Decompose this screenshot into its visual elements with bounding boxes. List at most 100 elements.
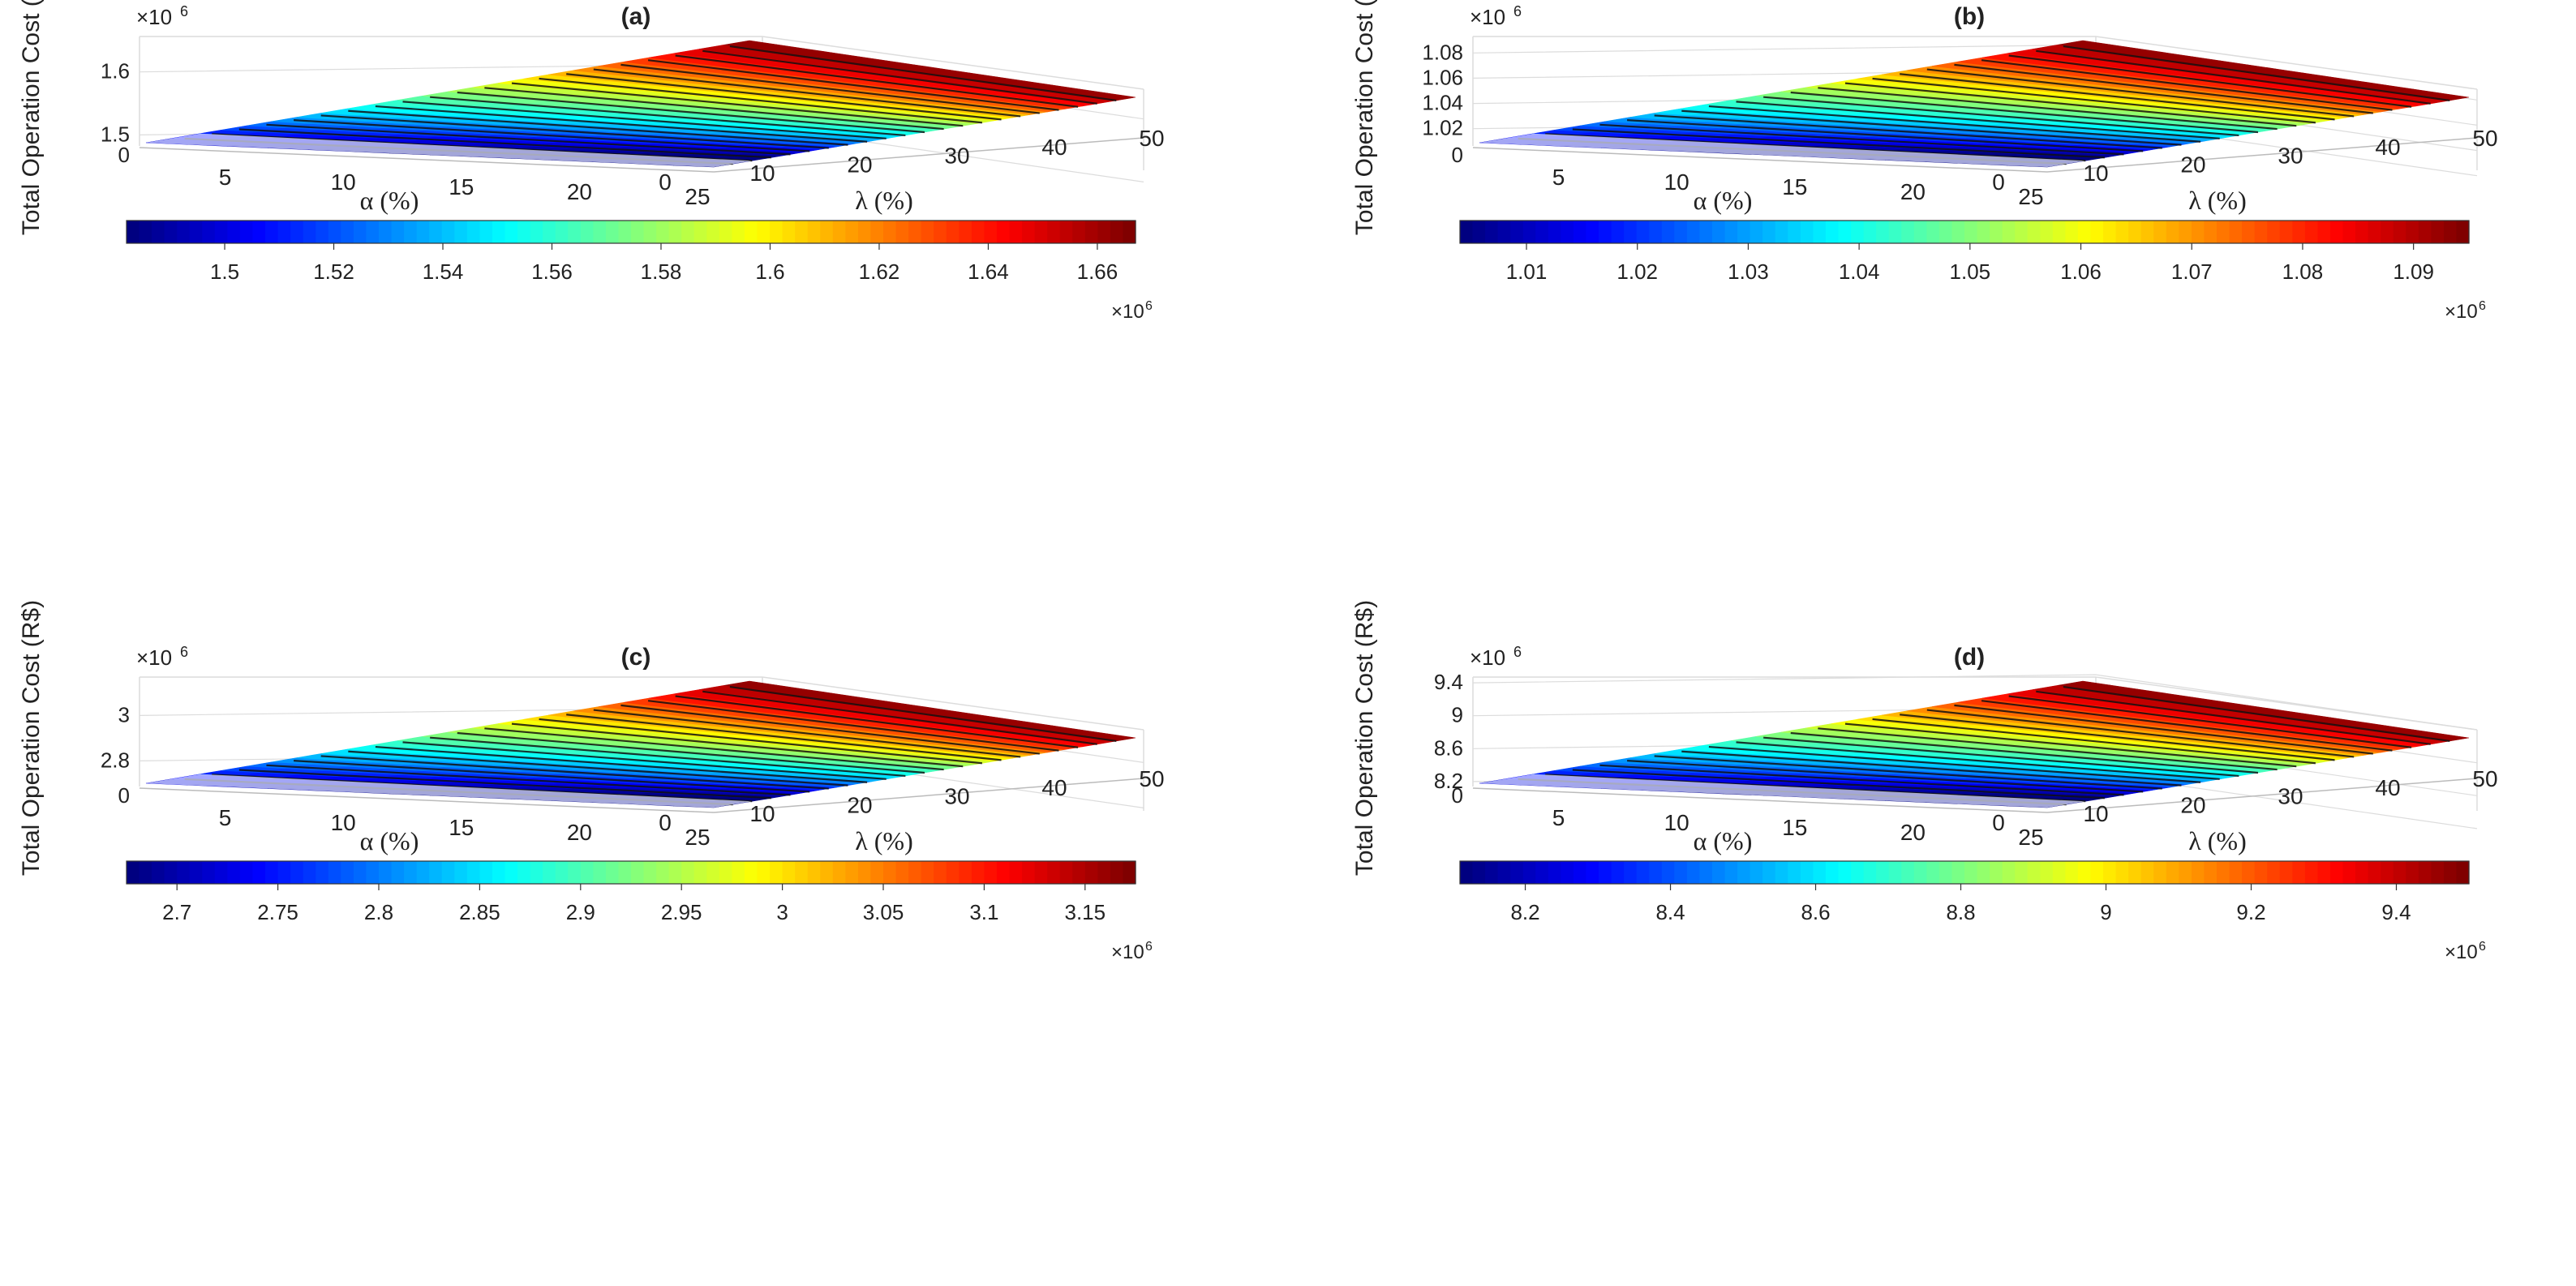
colorbar-segment (668, 221, 682, 243)
colorbar-segment (416, 221, 430, 243)
colorbar-segment (1624, 221, 1638, 243)
colorbar-segment (1586, 221, 1599, 243)
alpha-tick-label: 20 (1900, 820, 1926, 845)
colorbar-segment (1022, 221, 1036, 243)
colorbar-segment (1825, 221, 1840, 243)
lambda-tick-label: 30 (2278, 784, 2303, 809)
colorbar-segment (2128, 861, 2142, 884)
colorbar-segment (1059, 221, 1073, 243)
colorbar-segment (1750, 221, 1763, 243)
colorbar-segment (2166, 221, 2179, 243)
alpha-axis-line (1472, 147, 2048, 173)
colorbar-tick-label: 9 (2100, 900, 2111, 924)
colorbar-segment (441, 861, 455, 884)
colorbar-segment (353, 861, 367, 884)
lambda-axis-title: λ (%) (855, 826, 912, 855)
surface-contour (375, 745, 868, 783)
colorbar-segment (744, 221, 758, 243)
surface-light-edge (146, 774, 752, 808)
lambda-axis-title: λ (%) (2188, 186, 2246, 215)
colorbar-segment (2254, 861, 2268, 884)
colorbar-tick-label: 9.2 (2236, 900, 2265, 924)
box-edge (762, 36, 1144, 90)
colorbar-segment (1522, 221, 1536, 243)
colorbar-segment (2242, 861, 2256, 884)
colorbar-segment (2077, 221, 2092, 243)
colorbar-segment (1901, 861, 1915, 884)
colorbar-segment (2140, 221, 2154, 243)
colorbar-segment (908, 221, 922, 243)
box-edge (762, 676, 1144, 731)
colorbar-segment (2040, 861, 2054, 884)
colorbar-segment (2115, 861, 2129, 884)
box-edge (2095, 36, 2478, 90)
z-axis-title: Total Operation Cost (R$) (1351, 0, 1378, 235)
panel-label: (b) (1954, 3, 1985, 30)
colorbar-segment (1863, 861, 1877, 884)
colorbar-segment (2317, 221, 2331, 243)
colorbar-segment (870, 861, 884, 884)
surface-contour (1708, 105, 2201, 143)
surface-light-edge (1479, 774, 2085, 808)
colorbar-segment (1800, 221, 1814, 243)
z-tick-label: 8.6 (1434, 735, 1463, 760)
colorbar-segment (1926, 221, 1940, 243)
colorbar-segment (1686, 221, 1701, 243)
surface-contour (1790, 91, 2259, 134)
alpha-axis-line (139, 147, 715, 173)
colorbar-segment (921, 861, 934, 884)
colorbar-segment (1072, 221, 1086, 243)
colorbar-tick-label: 3.15 (1064, 900, 1106, 924)
colorbar-segment (1951, 221, 1965, 243)
colorbar-segment (1009, 861, 1023, 884)
lambda-tick-label: 50 (2472, 126, 2497, 151)
colorbar-segment (303, 861, 316, 884)
colorbar-tick-label: 1.08 (2282, 259, 2324, 284)
colorbar-segment (2418, 861, 2432, 884)
z-axis-title: Total Operation Cost (R$) (18, 600, 45, 876)
colorbar-segment (2242, 221, 2256, 243)
colorbar-segment (341, 861, 354, 884)
surface-contour (729, 686, 1117, 742)
lambda-tick-label: 40 (1041, 135, 1067, 160)
lambda-tick-label: 10 (749, 801, 775, 826)
surface-contour (1572, 128, 2105, 159)
colorbar-segment (1084, 221, 1098, 243)
z-tick-label: 1.02 (1422, 116, 1463, 140)
surface-contour (402, 101, 887, 139)
colorbar-segment (1636, 221, 1650, 243)
surface-contour (2008, 695, 2412, 748)
colorbar-frame (1459, 860, 2470, 885)
colorbar-segment (2002, 861, 2016, 884)
colorbar-segment (1485, 221, 1499, 243)
colorbar-segment (1661, 221, 1675, 243)
colorbar-frame (126, 220, 1136, 244)
colorbar-segment (2027, 221, 2041, 243)
colorbar-segment (984, 861, 998, 884)
colorbar-segment (895, 221, 909, 243)
alpha-tick-label: 25 (2018, 825, 2043, 850)
colorbar-segment (492, 861, 506, 884)
colorbar-tick-label: 3.05 (863, 900, 904, 924)
colorbar-segment (2342, 221, 2356, 243)
colorbar-segment (2229, 221, 2243, 243)
alpha-tick-label: 5 (219, 165, 232, 190)
alpha-tick-label: 5 (1552, 805, 1565, 830)
colorbar-segment (1674, 221, 1688, 243)
colorbar-segment (1712, 861, 1726, 884)
colorbar-segment (1009, 221, 1023, 243)
surface-contour (457, 91, 925, 134)
colorbar-segment (265, 861, 279, 884)
alpha-tick-label: 25 (685, 825, 710, 850)
z-tick-label: 1.04 (1422, 91, 1463, 115)
lambda-tick-label: 0 (1992, 810, 2005, 835)
surface-contour (430, 736, 906, 778)
colorbar-exponent-power: 6 (2479, 299, 2486, 313)
z-exponent-power: 6 (180, 644, 188, 660)
colorbar-segment (517, 861, 531, 884)
colorbar-segment (693, 221, 707, 243)
colorbar-segment (328, 221, 341, 243)
colorbar-segment (857, 221, 872, 243)
colorbar-segment (795, 861, 809, 884)
colorbar-segment (656, 221, 670, 243)
